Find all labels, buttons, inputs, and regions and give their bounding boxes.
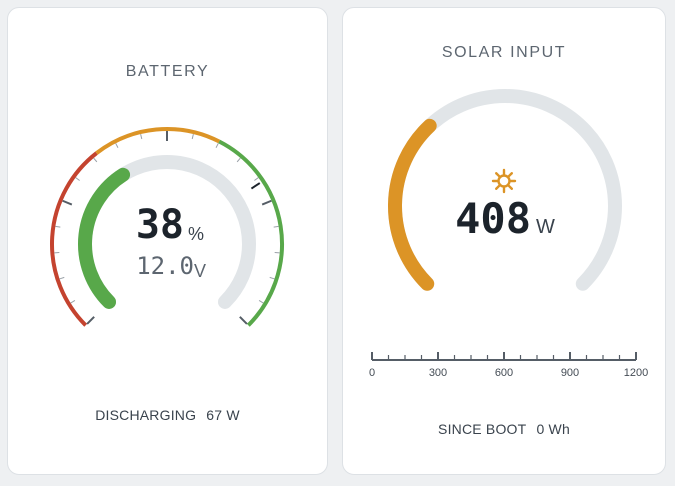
sun-icon: [491, 168, 517, 194]
battery-gauge: [50, 127, 284, 327]
voltage-scale-tick: [215, 143, 219, 148]
voltage-band-low: [50, 151, 98, 327]
voltage-scale-tick: [86, 316, 95, 325]
voltage-scale-tick: [93, 157, 98, 163]
voltage-scale-tick: [115, 143, 119, 148]
voltage-scale-tick: [75, 177, 80, 181]
battery-soc-value: 38: [135, 202, 184, 248]
voltage-scale-tick: [254, 177, 259, 181]
battery-voltage-unit: V: [194, 261, 207, 281]
battery-power: 67 W: [206, 407, 240, 423]
voltage-band-mid: [95, 127, 221, 155]
solar-footer-label: SINCE BOOT: [438, 421, 527, 437]
voltage-scale-tick: [140, 134, 143, 140]
solar-scale-tick-label: 600: [495, 367, 513, 379]
solar-title: SOLAR INPUT: [441, 44, 567, 61]
voltage-scale-tick: [70, 300, 76, 304]
solar-power-value: 408: [455, 194, 531, 243]
voltage-scale-tick: [269, 276, 275, 280]
battery-voltage-value: 12.0: [136, 252, 194, 280]
solar-since-boot: SINCE BOOT 0 Wh: [343, 421, 665, 437]
voltage-scale-tick: [258, 300, 264, 304]
battery-status: DISCHARGING 67 W: [8, 407, 327, 423]
solar-card: 0 300 600 900 1200 SOLAR INPUT 408 W SINCE B…: [342, 7, 666, 475]
solar-gauge: 0 300 600 900 1200: [369, 89, 648, 379]
solar-scale-tick-label: 300: [429, 367, 447, 379]
voltage-scale-tick: [239, 316, 248, 325]
solar-power-unit: W: [536, 216, 555, 238]
solar-fill: [388, 118, 437, 291]
solar-scale-tick-label: 900: [561, 367, 579, 379]
voltage-scale-tick: [191, 134, 194, 140]
battery-card: BATTERY 38 % 12.0 V DISCHARGING 67 W: [7, 7, 328, 475]
solar-scale-tick-label: 1200: [624, 367, 648, 379]
voltage-scale-tick: [62, 199, 73, 206]
battery-status-label: DISCHARGING: [95, 407, 197, 423]
battery-soc-unit: %: [188, 224, 205, 244]
voltage-needle: [250, 182, 261, 190]
soc-fill: [78, 167, 131, 309]
voltage-scale-tick: [261, 199, 272, 206]
battery-title: BATTERY: [125, 63, 210, 80]
voltage-band-high: [218, 139, 284, 327]
solar-scale-tick-label: 0: [369, 367, 375, 379]
voltage-scale-tick: [59, 276, 65, 280]
voltage-scale-tick: [273, 225, 279, 228]
solar-energy: 0 Wh: [536, 421, 570, 437]
voltage-scale-tick: [55, 225, 61, 228]
voltage-scale-tick: [236, 157, 241, 163]
